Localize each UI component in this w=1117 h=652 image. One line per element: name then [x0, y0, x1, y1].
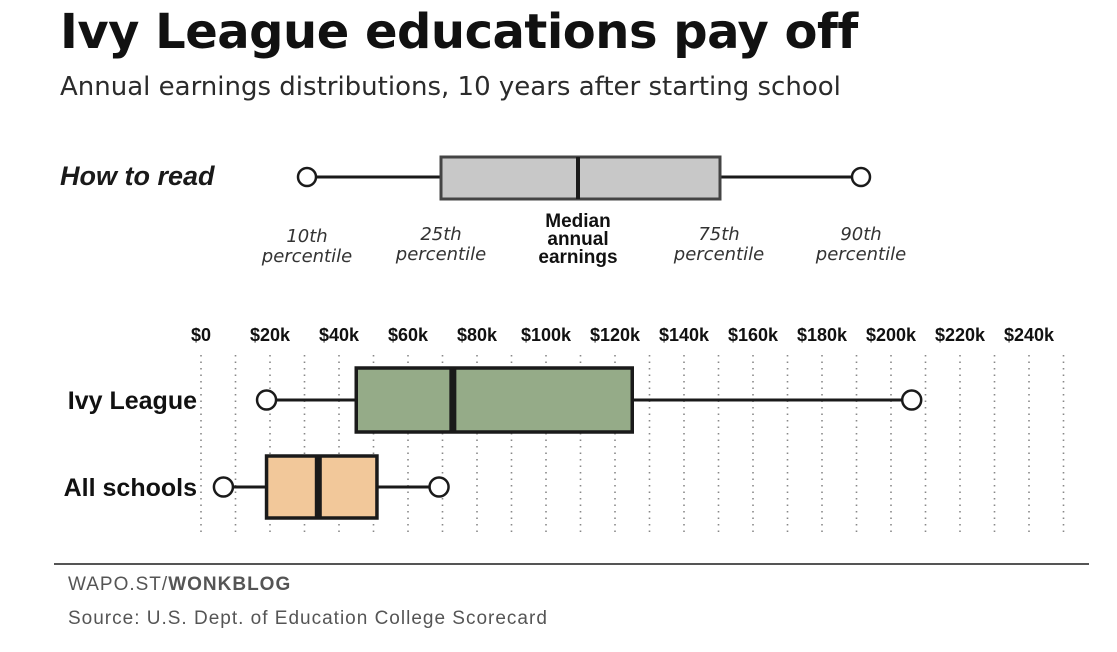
legend-p10-label-line2: percentile [261, 246, 352, 267]
credit-prefix: WAPO.ST/ [68, 574, 169, 595]
box [354, 366, 634, 434]
legend-p90-marker [850, 166, 872, 188]
p90-marker [900, 389, 923, 411]
x-tick-label: $0 [191, 325, 211, 345]
p10-marker [255, 389, 278, 411]
x-tick-label: $180k [797, 325, 848, 345]
chart-title: Ivy League educations pay off [60, 4, 858, 60]
x-tick-label: $40k [319, 325, 360, 345]
legend-p75-label-line1: 75th [698, 224, 739, 245]
x-tick-label: $200k [866, 325, 917, 345]
credit-line: WAPO.ST/WONKBLOG [68, 574, 291, 596]
legend-p10-label-line1: 10th [286, 226, 327, 247]
x-tick-label: $140k [659, 325, 710, 345]
legend-median-label-line2: annual [547, 229, 608, 250]
legend-p25-label-line2: percentile [395, 244, 486, 265]
x-tick-label: $20k [250, 325, 291, 345]
legend-median-label-line3: earnings [538, 247, 617, 268]
x-tick-label: $160k [728, 325, 779, 345]
legend-p25-label-line1: 25th [420, 224, 461, 245]
x-axis-ticks: $0 $20k $40k $60k $80k $100k $120k $140k $160k $1… [191, 325, 1055, 345]
boxplot-all-schools: All schools [64, 454, 450, 520]
legend-median-label-line1: Median [545, 211, 610, 232]
legend-p90-label-line1: 90th [840, 224, 881, 245]
x-tick-label: $220k [935, 325, 986, 345]
boxplots: Ivy League All schools [64, 366, 923, 520]
row-label: Ivy League [68, 387, 197, 415]
row-label: All schools [64, 474, 197, 502]
legend-p90-label-line2: percentile [815, 244, 906, 265]
legend-box [439, 155, 722, 201]
credit-bold: WONKBLOG [168, 574, 292, 595]
boxplot-ivy-league: Ivy League [68, 366, 923, 434]
x-tick-label: $60k [388, 325, 429, 345]
chart-subtitle: Annual earnings distributions, 10 years … [60, 72, 841, 102]
x-tick-label: $240k [1004, 325, 1055, 345]
legend-p10-marker [296, 166, 318, 188]
x-tick-label: $80k [457, 325, 498, 345]
x-tick-label: $120k [590, 325, 641, 345]
p90-marker [428, 476, 450, 498]
x-tick-label: $100k [521, 325, 572, 345]
p10-marker [212, 476, 235, 498]
footer-divider [54, 563, 1089, 565]
source-line: Source: U.S. Dept. of Education College … [68, 608, 548, 629]
how-to-read-label: How to read [60, 161, 215, 191]
how-to-read-legend: How to read 10th percentile 25th percent… [60, 155, 906, 268]
legend-p75-label-line2: percentile [673, 244, 764, 265]
